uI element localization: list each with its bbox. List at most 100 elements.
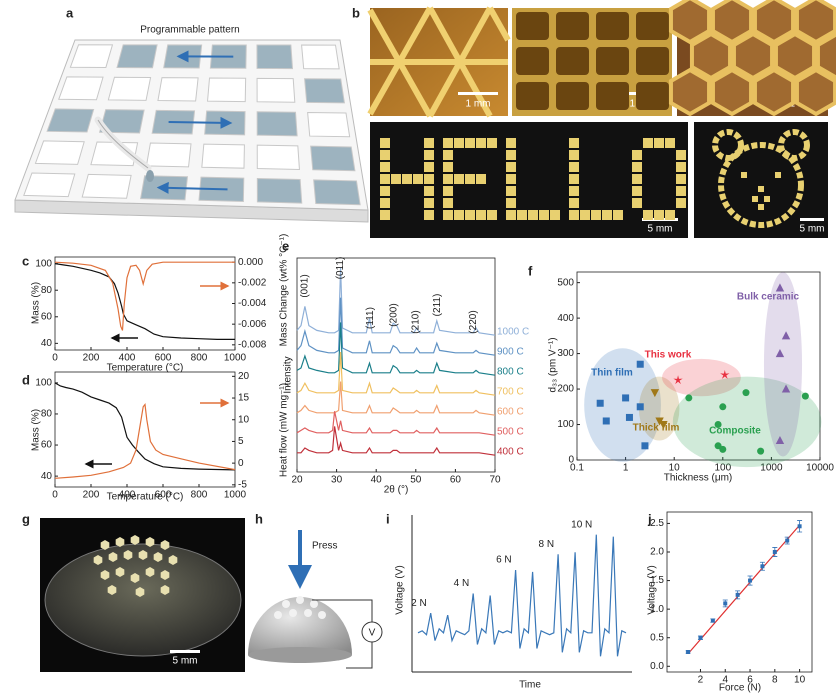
group-label: This work	[645, 350, 692, 361]
y-axis-label: Mass (%)	[31, 282, 42, 324]
pattern-square	[632, 186, 642, 196]
cell	[58, 76, 104, 101]
x-tick-label: 200	[83, 353, 100, 364]
square-cell	[636, 12, 669, 40]
square-cell	[596, 82, 629, 110]
pattern-square	[569, 186, 579, 196]
point	[673, 375, 683, 385]
x-tick-label: 200	[83, 490, 100, 501]
pattern-square	[413, 174, 423, 184]
point	[801, 392, 809, 400]
y2-tick-label: -5	[238, 479, 247, 490]
drop	[146, 170, 154, 182]
series-label: 900 C	[497, 347, 524, 358]
peak-label: (111)	[365, 307, 376, 329]
pattern-square	[443, 210, 453, 220]
pattern-square	[380, 198, 390, 208]
y-tick-label: 60	[41, 311, 53, 322]
pattern-square	[676, 198, 686, 208]
cell	[310, 145, 356, 172]
pattern-square	[380, 138, 390, 148]
series-label: 800 C	[497, 367, 524, 378]
pattern-square	[402, 174, 412, 184]
panel-label: j	[647, 511, 652, 526]
pattern-square	[443, 150, 453, 160]
panel-a: Programmable pattern	[14, 25, 369, 223]
point	[719, 445, 727, 453]
pattern-square	[506, 174, 516, 184]
flow-arrow	[168, 116, 233, 129]
line	[296, 297, 496, 356]
hex-cell	[731, 31, 775, 81]
panel-g: 5 mm	[40, 518, 245, 672]
hexagon	[107, 585, 117, 595]
panel-label: i	[386, 511, 390, 526]
cell	[256, 44, 294, 70]
x-tick-label: 600	[155, 353, 172, 364]
pattern-square	[443, 186, 453, 196]
hexagons	[93, 535, 178, 597]
panel-label: c	[22, 253, 29, 268]
dome-base	[248, 647, 352, 663]
x-tick-label: 50	[410, 475, 422, 486]
pattern-square	[569, 174, 579, 184]
panel-label: d	[22, 372, 30, 387]
bear-pattern	[712, 129, 810, 228]
line	[296, 267, 496, 336]
x-axis-label: Temperature (°C)	[107, 363, 184, 374]
y2-tick-label: -0.008	[238, 339, 267, 350]
y-tick-label: 80	[41, 409, 53, 420]
group-region	[763, 271, 803, 457]
point	[719, 403, 727, 411]
x-axis-label: Thickness (μm)	[664, 473, 733, 484]
point	[596, 399, 604, 407]
pattern-square	[443, 174, 453, 184]
point	[720, 369, 730, 379]
cell	[201, 143, 245, 169]
square-cell	[596, 12, 629, 40]
y-tick-label: 0.0	[650, 661, 664, 672]
y-tick-label: 100	[35, 258, 52, 269]
dome	[44, 543, 242, 657]
line	[54, 261, 235, 331]
series-label: 400 C	[497, 447, 524, 458]
x-tick-label: 100	[714, 463, 731, 474]
square-cell	[636, 82, 669, 110]
point	[602, 417, 610, 425]
cell	[304, 78, 345, 104]
series-label: 600 C	[497, 407, 524, 418]
pattern-square	[443, 138, 453, 148]
voltmeter-label: V	[369, 628, 376, 639]
group-label: Composite	[709, 426, 761, 437]
pipette-outline	[97, 119, 149, 169]
pattern-square	[454, 138, 464, 148]
pattern-square	[676, 186, 686, 196]
peak-label: (210)	[410, 310, 421, 333]
panel-h: Press V	[248, 530, 383, 669]
pattern-square	[454, 210, 464, 220]
scale-bar-label: 1 mm	[466, 99, 491, 110]
pattern-square	[380, 186, 390, 196]
pattern-square	[506, 150, 516, 160]
x-axis-label: 2θ (°)	[384, 485, 409, 496]
point	[781, 384, 791, 393]
pattern-square	[665, 210, 675, 220]
pattern-square	[443, 162, 453, 172]
plot-frame	[666, 511, 813, 673]
pattern-square	[465, 138, 475, 148]
hexagon	[153, 552, 163, 562]
pattern-square	[654, 210, 664, 220]
y-tick-label: 300	[557, 348, 574, 359]
cell	[157, 77, 199, 102]
x-tick-label: 4	[722, 675, 728, 686]
peak-label: (200)	[389, 303, 400, 326]
wire	[312, 599, 373, 669]
x-tick-label: 1000	[224, 490, 247, 501]
annotation: 4 N	[454, 578, 470, 589]
cell	[69, 44, 114, 68]
annotation: 8 N	[539, 539, 555, 550]
press-label: Press	[312, 541, 338, 552]
hex-cell	[815, 32, 836, 80]
hexagon	[130, 535, 140, 545]
y2-tick-label: 0.000	[238, 257, 263, 268]
